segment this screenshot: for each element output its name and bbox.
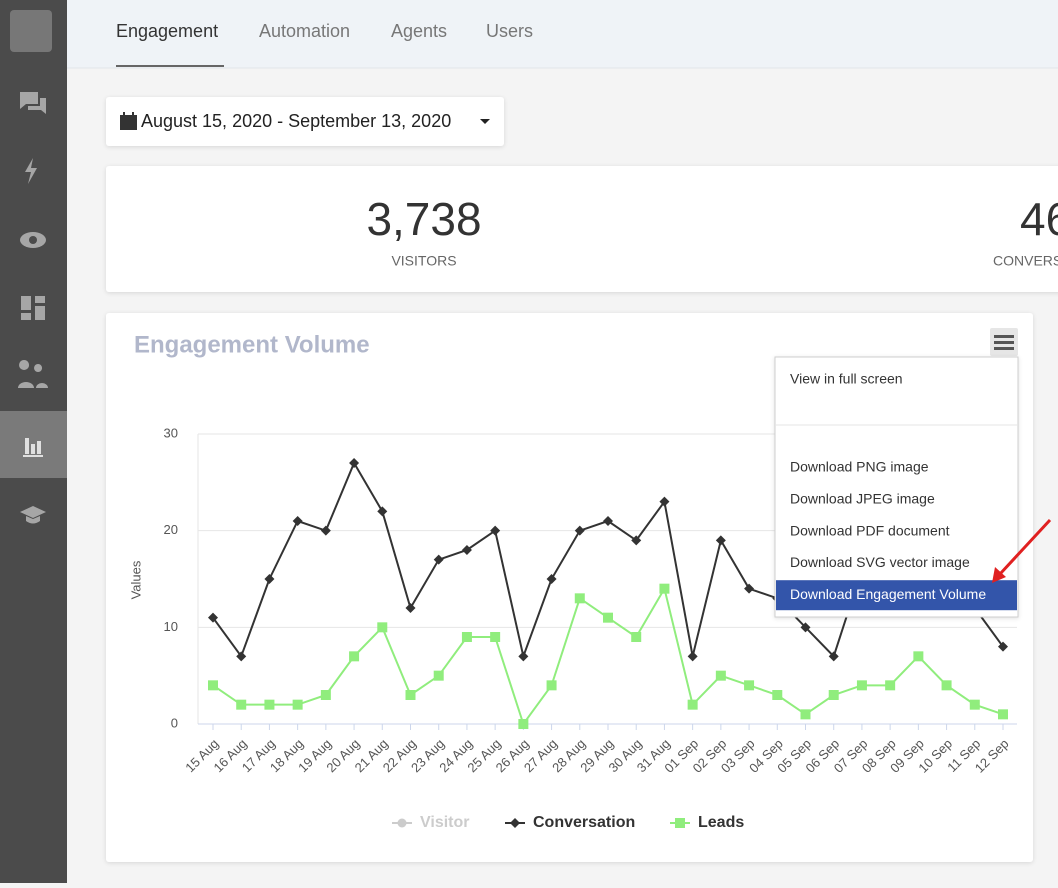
tab-bar <box>67 0 1058 68</box>
data-point <box>828 690 839 700</box>
export-menu <box>774 356 1019 618</box>
data-point <box>772 690 783 700</box>
data-point <box>744 583 755 594</box>
data-point <box>603 612 613 623</box>
data-point <box>574 593 585 604</box>
data-point <box>208 612 218 623</box>
stat-label: CONVERSATIONS <box>993 253 1058 269</box>
menu-item[interactable]: Download PNG image <box>790 459 929 475</box>
menu-item[interactable]: View in full screen <box>790 371 903 387</box>
data-point <box>377 506 388 517</box>
date-picker[interactable] <box>106 97 504 146</box>
data-point <box>574 525 585 536</box>
logo <box>10 10 52 52</box>
data-point <box>856 680 867 691</box>
data-point <box>885 680 896 691</box>
data-point <box>264 574 275 584</box>
data-point <box>687 651 698 662</box>
data-point <box>264 699 275 710</box>
chart-title: Engagement Volume <box>134 331 370 358</box>
data-point <box>461 545 472 555</box>
stat-value: 3,738 <box>366 193 481 245</box>
arrow-head <box>992 567 1006 583</box>
automation-icon[interactable] <box>25 158 37 184</box>
stat-value: 46 <box>1020 193 1058 245</box>
data-point <box>405 690 416 700</box>
menu-highlight <box>776 580 1017 611</box>
data-point <box>377 622 388 633</box>
data-point <box>603 516 613 526</box>
y-axis-label: Values <box>128 560 143 599</box>
y-tick-label: 0 <box>171 715 178 730</box>
data-point <box>631 535 642 546</box>
data-point <box>320 525 331 536</box>
caret <box>480 119 490 124</box>
data-point <box>969 699 980 710</box>
reports-icon <box>23 438 43 457</box>
stats-card <box>106 166 1058 292</box>
data-point <box>659 583 670 594</box>
menu-item[interactable]: Download Engagement Volume <box>790 586 986 602</box>
legend-marker <box>510 818 520 828</box>
data-point <box>715 670 726 681</box>
users-icon[interactable] <box>18 360 48 388</box>
data-point <box>292 699 303 710</box>
y-tick-label: 30 <box>164 425 178 440</box>
tab[interactable]: Agents <box>391 21 447 41</box>
data-point <box>659 496 670 507</box>
data-point <box>292 516 303 526</box>
legend-label[interactable]: Leads <box>698 814 744 831</box>
data-point <box>546 574 557 584</box>
calendar-icon <box>120 112 137 130</box>
legend-marker <box>675 818 685 828</box>
data-point <box>433 670 444 681</box>
learn-icon[interactable] <box>20 506 46 524</box>
data-point <box>715 535 726 546</box>
legend-label[interactable]: Visitor <box>420 814 470 831</box>
data-point <box>349 651 360 662</box>
legend-label[interactable]: Conversation <box>533 814 635 831</box>
data-point <box>320 690 331 700</box>
stat-label: VISITORS <box>391 253 456 269</box>
data-point <box>828 651 839 662</box>
data-point <box>998 641 1008 652</box>
data-point <box>800 622 811 633</box>
active-tab-underline <box>116 65 224 67</box>
data-point <box>490 525 501 536</box>
menu-item[interactable]: Download SVG vector image <box>790 554 970 570</box>
data-point <box>490 632 501 642</box>
y-tick-label: 10 <box>164 619 178 634</box>
data-point <box>913 651 924 662</box>
dashboard-icon[interactable] <box>21 296 45 320</box>
arrow-line <box>998 518 1052 576</box>
data-point <box>998 709 1008 720</box>
data-point <box>518 651 529 662</box>
legend-marker <box>397 818 407 828</box>
data-point <box>461 632 472 642</box>
data-point <box>208 680 218 691</box>
data-point <box>800 709 811 720</box>
tab[interactable]: Users <box>486 21 533 41</box>
data-point <box>433 554 444 565</box>
data-point <box>349 458 360 468</box>
data-point <box>405 603 416 613</box>
tab[interactable]: Engagement <box>116 21 218 41</box>
data-point <box>744 680 755 691</box>
data-point <box>236 651 247 662</box>
data-point <box>631 632 642 642</box>
data-point <box>687 699 698 710</box>
data-point <box>236 699 247 710</box>
y-tick-label: 20 <box>164 522 178 537</box>
tab[interactable]: Automation <box>259 21 350 41</box>
menu-item[interactable]: Download JPEG image <box>790 491 935 507</box>
date-range: August 15, 2020 - September 13, 2020 <box>141 111 451 131</box>
data-point <box>941 680 952 691</box>
chat-icon[interactable] <box>20 92 46 114</box>
menu-item[interactable]: Download PDF document <box>790 522 950 538</box>
data-point <box>546 680 557 691</box>
data-point <box>518 719 529 729</box>
menu-icon <box>994 335 1014 350</box>
